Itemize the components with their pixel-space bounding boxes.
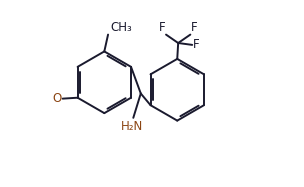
Text: F: F xyxy=(159,21,165,34)
Text: F: F xyxy=(193,38,200,51)
Text: F: F xyxy=(191,21,198,34)
Text: CH₃: CH₃ xyxy=(110,21,132,34)
Text: H₂N: H₂N xyxy=(121,120,143,133)
Text: O: O xyxy=(53,92,62,105)
